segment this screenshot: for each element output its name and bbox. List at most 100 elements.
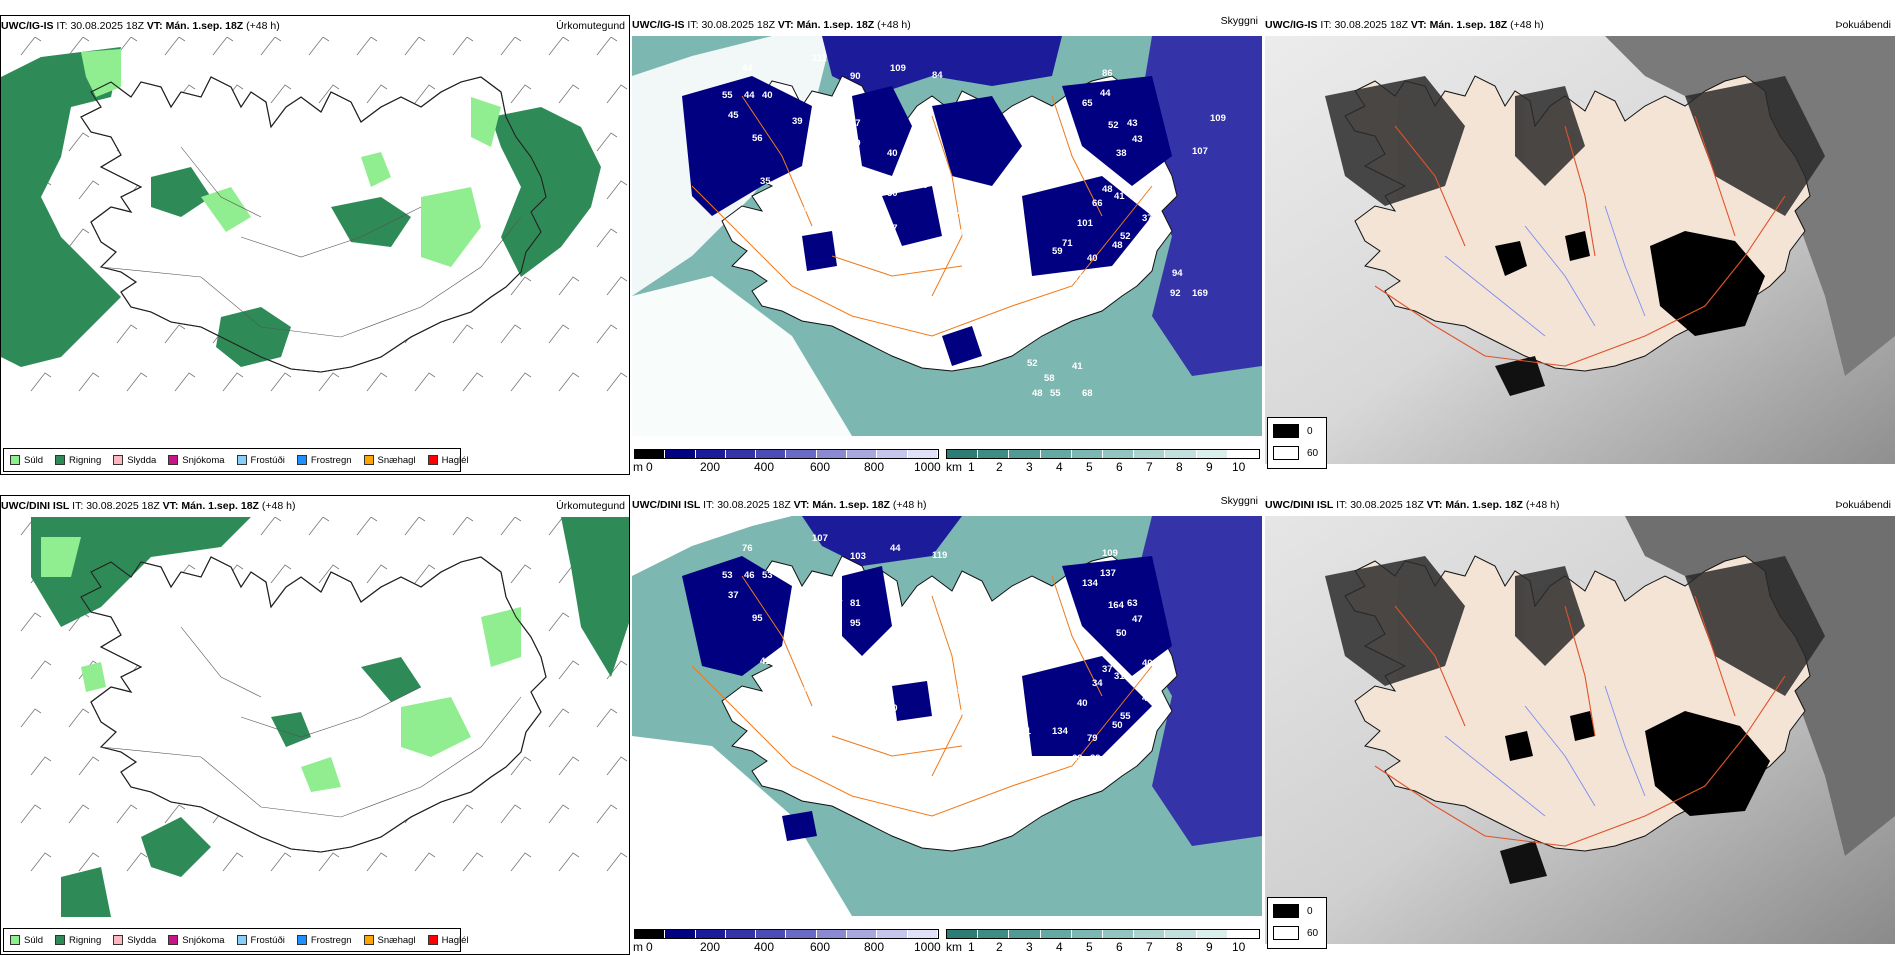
visibility-value-label: 55 bbox=[722, 90, 733, 101]
visibility-value-label: 44 bbox=[764, 668, 775, 679]
wind-barb bbox=[164, 324, 186, 344]
iceland-coastline bbox=[80, 76, 547, 373]
visibility-value-label: 40 bbox=[887, 628, 898, 639]
precip-legend: Súld Rigning Slydda Snjókoma Frostúði Fr… bbox=[3, 448, 469, 472]
legend-item: Frostúði bbox=[236, 455, 285, 466]
colorbar-step bbox=[695, 930, 726, 938]
visibility-value-label: 41 bbox=[760, 656, 771, 667]
distance-tick: 3 bbox=[1026, 460, 1033, 474]
legend-item: Frostregn bbox=[296, 455, 352, 466]
colorbar-step bbox=[877, 450, 908, 458]
wind-barb bbox=[30, 852, 52, 872]
visibility-value-label: 61 bbox=[792, 596, 803, 607]
visibility-value-label: 39 bbox=[1090, 753, 1101, 764]
colorbar-step bbox=[725, 450, 757, 458]
visibility-value-label: 134 bbox=[1082, 578, 1099, 589]
wind-barb bbox=[500, 804, 522, 824]
wind-barb bbox=[126, 372, 148, 392]
fog-black-small bbox=[1495, 241, 1527, 276]
wind-barb bbox=[452, 804, 474, 824]
visibility-value-label: 41 bbox=[832, 593, 843, 604]
colorbar-step bbox=[1071, 450, 1104, 458]
wind-barb bbox=[116, 37, 138, 56]
distance-colorbar bbox=[946, 449, 1260, 459]
wind-barb bbox=[30, 756, 52, 776]
colorbar-step bbox=[1009, 930, 1041, 938]
visibility-value-label: 47 bbox=[1137, 238, 1148, 249]
colorbar-step bbox=[786, 450, 817, 458]
legend-item: Frostúði bbox=[236, 935, 285, 946]
distance-unit: km bbox=[946, 940, 962, 954]
wind-barb bbox=[68, 37, 90, 56]
wind-barb bbox=[548, 37, 570, 56]
legend-item: 0 bbox=[1273, 424, 1313, 438]
visibility-value-label: 62 bbox=[952, 206, 963, 217]
visibility-value-label: 40 bbox=[1142, 658, 1153, 669]
wind-barb bbox=[68, 804, 90, 824]
visibility-value-label: 41 bbox=[1114, 191, 1125, 202]
wind-barb bbox=[510, 372, 532, 392]
legend-item: 60 bbox=[1273, 446, 1318, 460]
visibility-value-label: 53 bbox=[762, 570, 773, 581]
colorbar-step bbox=[907, 450, 938, 458]
dark-sea-ne bbox=[1605, 36, 1895, 376]
distance-tick: 7 bbox=[1146, 460, 1153, 474]
visibility-legend: m 0 200 400 600 800 1000 km 1 2 3 4 5 6 … bbox=[632, 447, 1262, 474]
wind-barb bbox=[20, 804, 42, 824]
panel-title: UWC/IG-IS IT: 30.08.2025 18Z VT: Mán. 1.… bbox=[1, 20, 280, 32]
visibility-value-label: 50 bbox=[832, 651, 843, 662]
visibility-value-label: 48 bbox=[1112, 240, 1123, 251]
wind-barb bbox=[606, 372, 628, 392]
legend-item: Snjókoma bbox=[168, 935, 225, 946]
visibility-value-label: 90 bbox=[850, 71, 861, 82]
visibility-value-label: 38 bbox=[887, 668, 898, 679]
fog-black-small2 bbox=[1570, 711, 1595, 741]
visibility-value-label: 169 bbox=[1192, 288, 1208, 299]
visibility-value-label: 37 bbox=[1142, 178, 1153, 189]
wind-barb bbox=[222, 372, 244, 392]
distance-tick: 8 bbox=[1176, 460, 1183, 474]
colorbar-step bbox=[847, 450, 878, 458]
visibility-value-label: 52 bbox=[1108, 120, 1119, 131]
wind-barb bbox=[308, 37, 330, 56]
iceland-coastline bbox=[80, 556, 547, 853]
panel-label: Skyggni bbox=[1220, 15, 1258, 27]
colorbar-step bbox=[1134, 930, 1166, 938]
visibility-value-label: 37 bbox=[1102, 664, 1113, 675]
wind-barb bbox=[164, 37, 186, 56]
panel-label: Úrkomutegund bbox=[556, 20, 625, 32]
clear-sea-west bbox=[632, 516, 792, 576]
roads bbox=[100, 626, 522, 818]
visibility-value-label: 55 bbox=[1120, 711, 1131, 722]
colorbar-step bbox=[978, 450, 1010, 458]
visibility-value-label: 39 bbox=[850, 138, 861, 149]
visibility-value-label: 46 bbox=[832, 171, 843, 182]
legend-item: Súld bbox=[10, 935, 43, 946]
visibility-value-label: 76 bbox=[832, 188, 843, 199]
colorbar-step bbox=[978, 930, 1010, 938]
low-cloud-east bbox=[1132, 516, 1262, 846]
wind-barb bbox=[404, 37, 426, 56]
visibility-value-label: 38 bbox=[1090, 273, 1101, 284]
visibility-panel-bottom: UWC/DINI ISL IT: 30.08.2025 18Z VT: Mán.… bbox=[632, 495, 1262, 955]
visibility-value-label: 63 bbox=[1127, 598, 1138, 609]
colorbar-step bbox=[1196, 930, 1228, 938]
colorbar-step bbox=[907, 930, 938, 938]
legend-item: Frostregn bbox=[296, 935, 352, 946]
wind-barb bbox=[366, 84, 388, 104]
visibility-value-label: 60 bbox=[952, 708, 963, 719]
rivers bbox=[1444, 685, 1646, 817]
wind-barb bbox=[318, 372, 340, 392]
panel-title: UWC/DINI ISL IT: 30.08.2025 18Z VT: Mán.… bbox=[632, 499, 927, 511]
wind-barb bbox=[596, 804, 618, 824]
rain-areas bbox=[1, 47, 601, 367]
legend-item: 0 bbox=[1273, 904, 1313, 918]
visibility-value-label: 119 bbox=[932, 550, 947, 561]
legend-item: Haglél bbox=[427, 455, 469, 466]
visibility-value-label: 52 bbox=[1120, 231, 1131, 242]
clear-sea-south bbox=[632, 276, 852, 436]
visibility-value-label: 69 bbox=[1072, 753, 1083, 764]
visibility-value-label: 100 bbox=[912, 180, 928, 191]
wind-barb bbox=[596, 228, 618, 248]
colorbar-step bbox=[1103, 450, 1135, 458]
